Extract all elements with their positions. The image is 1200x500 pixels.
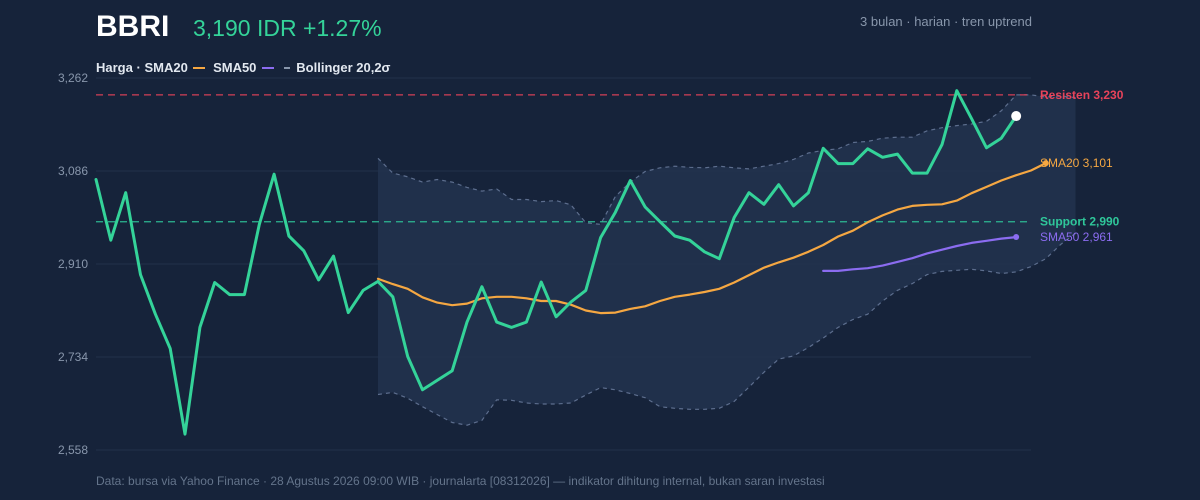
price-last-point bbox=[1011, 111, 1022, 122]
legend-sma20-label: SMA20 bbox=[144, 60, 188, 75]
sma50-line bbox=[822, 236, 1018, 272]
y-tick-label: 2,558 bbox=[58, 443, 88, 457]
legend-separator: · bbox=[136, 60, 141, 75]
sma20-end-label: SMA20 3,101 bbox=[1040, 156, 1113, 170]
legend-sma50-swatch bbox=[262, 66, 275, 69]
y-tick-label: 3,086 bbox=[58, 164, 88, 178]
support-label: Support 2,990 bbox=[1040, 215, 1120, 229]
legend-sma20-swatch bbox=[193, 66, 206, 69]
sma20-line bbox=[376, 162, 1047, 315]
legend-bollinger-swatch bbox=[283, 66, 290, 69]
resistance-label: Resisten 3,230 bbox=[1040, 88, 1124, 102]
y-tick-label: 2,734 bbox=[58, 350, 88, 364]
price-quote: 3,190 IDR +1.27% bbox=[193, 15, 382, 41]
y-tick-label: 2,910 bbox=[58, 257, 88, 271]
sma50-end-label: SMA50 2,961 bbox=[1040, 230, 1113, 244]
legend-price-label: Harga bbox=[96, 60, 133, 75]
chart-meta: 3 bulan · harian · tren uptrend bbox=[860, 14, 1032, 29]
sma50-last-point bbox=[1013, 234, 1020, 241]
bollinger-lower-line bbox=[377, 232, 1076, 426]
source-footer: Data: bursa via Yahoo Finance · 28 Agust… bbox=[96, 474, 825, 488]
legend-sma50-label: SMA50 bbox=[213, 60, 257, 75]
ticker-symbol: BBRI bbox=[96, 10, 170, 43]
legend: Harga · SMA20 SMA50 Bollinger 20,2σ bbox=[96, 60, 390, 75]
legend-bollinger-label: Bollinger 20,2σ bbox=[296, 60, 391, 75]
y-tick-label: 3,262 bbox=[58, 71, 88, 85]
sma20-last-point bbox=[1042, 160, 1049, 167]
bollinger-band-area bbox=[378, 94, 1076, 426]
price-line bbox=[94, 89, 1018, 436]
